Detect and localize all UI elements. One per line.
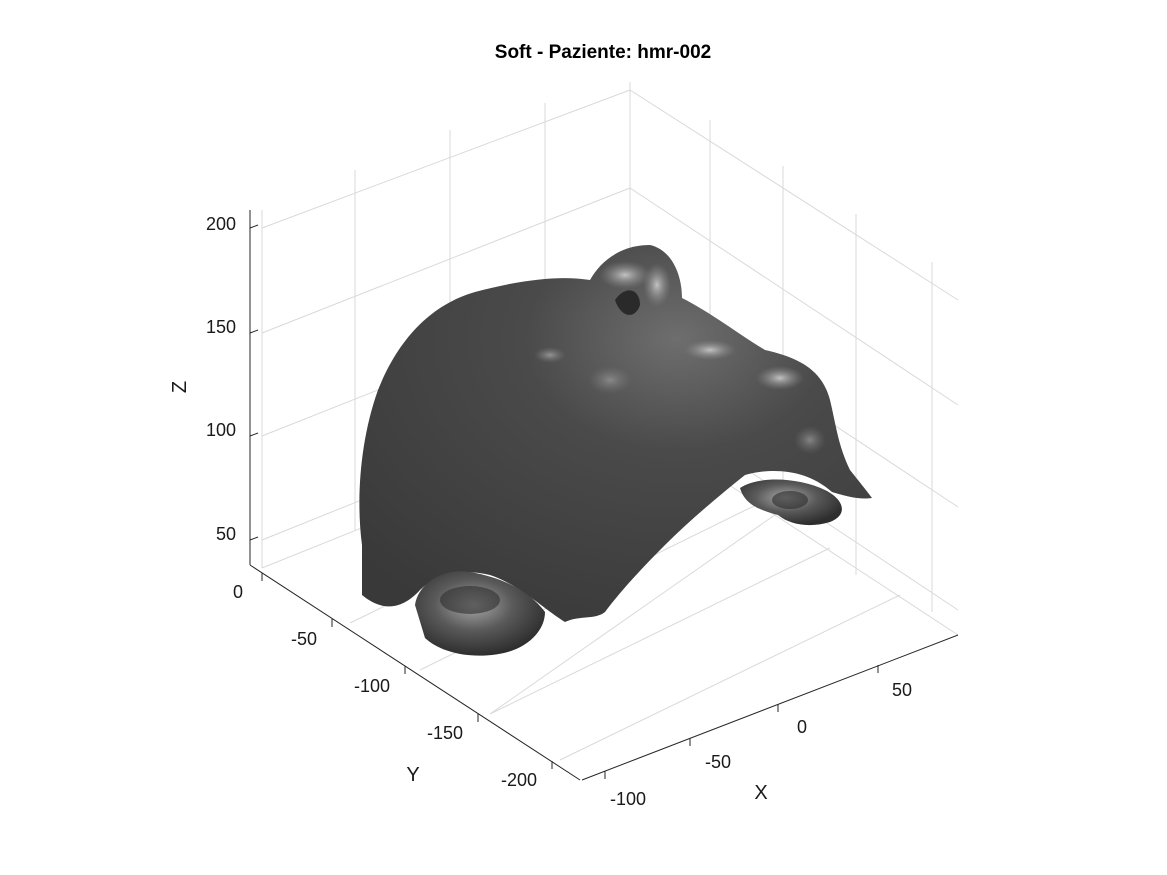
y-tick: -150 <box>427 723 463 743</box>
x-tick: 0 <box>797 717 807 737</box>
y-tick: 0 <box>233 582 243 602</box>
z-tick: 50 <box>216 524 236 544</box>
y-tick-labels: 0 -50 -100 -150 -200 <box>233 582 537 790</box>
z-axis-label: Z <box>169 381 191 393</box>
z-tick: 150 <box>206 317 236 337</box>
y-axis-label: Y <box>406 764 419 786</box>
x-tick: -100 <box>610 789 646 809</box>
axis-lines <box>249 210 959 781</box>
x-tick: -50 <box>705 752 731 772</box>
y-tick: -100 <box>354 676 390 696</box>
y-tick: -50 <box>291 629 317 649</box>
surface-mesh <box>359 245 872 656</box>
x-tick-labels: -100 -50 0 50 <box>610 680 912 809</box>
z-tick-labels: 200 150 100 50 <box>206 214 236 544</box>
x-axis-label: X <box>754 782 767 804</box>
z-tick: 200 <box>206 214 236 234</box>
y-tick: -200 <box>501 770 537 790</box>
z-tick: 100 <box>206 420 236 440</box>
x-tick: 50 <box>892 680 912 700</box>
chart-title: Soft - Paziente: hmr-002 <box>495 42 711 63</box>
